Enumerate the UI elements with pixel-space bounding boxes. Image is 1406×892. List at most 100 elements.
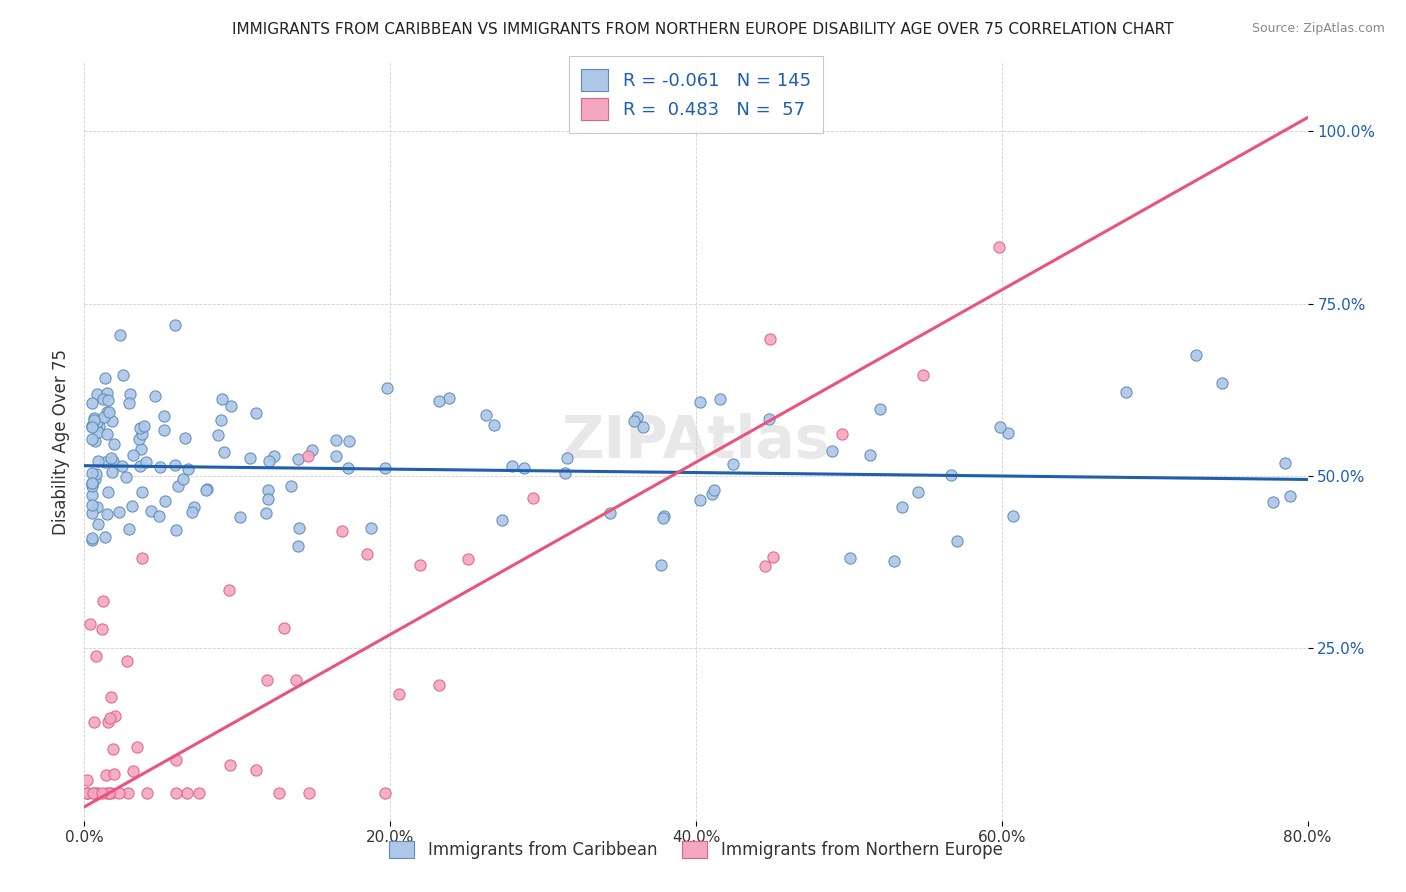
Point	[263, 449, 285, 463]
Point	[484, 418, 506, 433]
Point	[211, 392, 233, 406]
Point	[108, 786, 131, 800]
Point	[98, 711, 121, 725]
Point	[83, 411, 105, 425]
Point	[83, 413, 105, 427]
Point	[91, 593, 114, 607]
Point	[104, 709, 127, 723]
Point	[988, 240, 1011, 254]
Point	[80, 506, 103, 520]
Point	[501, 459, 523, 474]
Point	[267, 786, 290, 800]
Point	[96, 386, 118, 401]
Point	[86, 415, 108, 429]
Point	[245, 406, 267, 420]
Point	[86, 786, 108, 800]
Point	[941, 467, 963, 482]
Point	[239, 451, 262, 466]
Point	[907, 485, 929, 500]
Point	[96, 405, 118, 419]
Point	[87, 425, 110, 440]
Point	[195, 483, 218, 498]
Point	[83, 472, 105, 486]
Point	[297, 450, 319, 464]
Point	[80, 466, 103, 480]
Point	[80, 396, 103, 410]
Point	[115, 470, 138, 484]
Point	[1185, 348, 1208, 362]
Point	[229, 509, 252, 524]
Point	[301, 442, 323, 457]
Point	[129, 442, 152, 456]
Point	[336, 461, 359, 475]
Point	[652, 511, 675, 525]
Point	[131, 427, 153, 442]
Point	[869, 402, 891, 417]
Point	[153, 493, 176, 508]
Point	[80, 419, 103, 434]
Point	[101, 453, 124, 467]
Point	[96, 507, 118, 521]
Point	[1274, 456, 1296, 470]
Point	[554, 466, 576, 480]
Point	[437, 392, 460, 406]
Point	[650, 558, 672, 572]
Point	[374, 786, 396, 800]
Point	[273, 621, 295, 635]
Point	[285, 673, 308, 688]
Point	[891, 500, 914, 515]
Point	[839, 550, 862, 565]
Point	[83, 434, 105, 448]
Point	[80, 498, 103, 512]
Point	[80, 419, 103, 434]
Point	[457, 551, 479, 566]
Point	[148, 509, 170, 524]
Point	[115, 654, 138, 668]
Point	[287, 539, 309, 553]
Point	[831, 427, 853, 442]
Point	[101, 742, 124, 756]
Point	[87, 418, 110, 433]
Point	[84, 467, 107, 482]
Point	[94, 455, 117, 469]
Point	[135, 454, 157, 468]
Point	[522, 491, 544, 505]
Point	[139, 504, 162, 518]
Point	[339, 434, 361, 448]
Point	[87, 454, 110, 468]
Point	[118, 387, 141, 401]
Point	[183, 500, 205, 514]
Point	[80, 432, 103, 446]
Point	[429, 678, 451, 692]
Point	[80, 533, 103, 548]
Point	[86, 500, 108, 515]
Point	[256, 673, 278, 687]
Point	[280, 479, 302, 493]
Text: ZIPAtlas: ZIPAtlas	[561, 413, 831, 470]
Point	[86, 387, 108, 401]
Point	[153, 423, 176, 437]
Point	[821, 444, 844, 458]
Point	[754, 559, 776, 574]
Point	[100, 466, 122, 480]
Point	[599, 507, 621, 521]
Point	[84, 649, 107, 664]
Point	[1115, 384, 1137, 399]
Point	[80, 420, 103, 434]
Point	[100, 690, 122, 705]
Point	[101, 414, 124, 428]
Point	[165, 753, 187, 767]
Point	[96, 768, 118, 782]
Point	[163, 458, 186, 472]
Point	[128, 432, 150, 446]
Point	[94, 370, 117, 384]
Point	[219, 758, 242, 772]
Point	[100, 786, 122, 800]
Point	[759, 332, 782, 346]
Point	[76, 786, 98, 800]
Point	[167, 478, 190, 492]
Point	[82, 475, 104, 490]
Point	[254, 507, 277, 521]
Point	[91, 622, 114, 636]
Point	[76, 786, 98, 800]
